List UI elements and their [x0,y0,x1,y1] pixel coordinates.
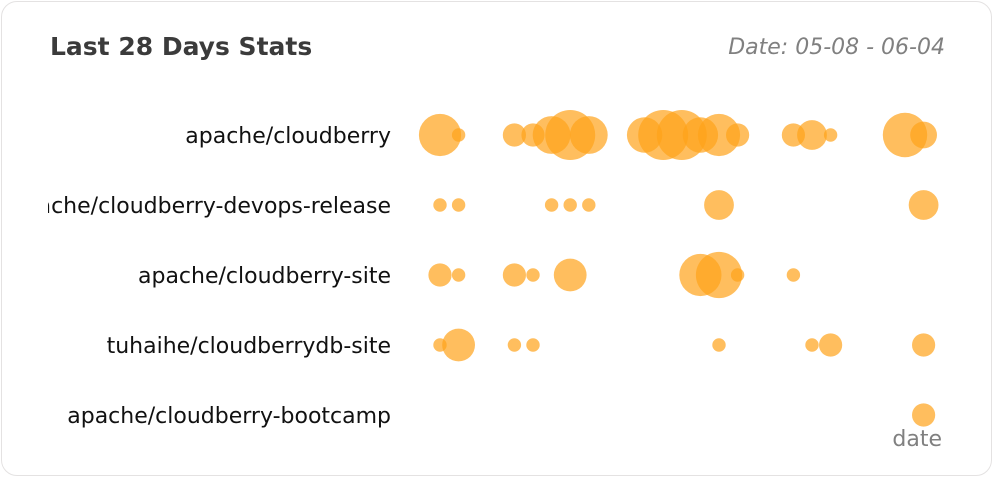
bubble-point [418,113,462,157]
bubble-point [451,268,466,282]
bubble-point [697,113,741,157]
bubble-point [712,338,726,352]
bubble-point [695,251,743,299]
bubble-marks [418,110,939,427]
bubble-point [805,338,819,352]
row-labels: apache/cloudberry apache/cloudberry-devop… [10,124,391,429]
bubble-point [908,190,939,220]
row-label: tuhaihe/cloudberrydb-site [107,334,391,359]
bubble-point [502,123,526,147]
row-label: apache/cloudberry-site [138,264,391,289]
bubble-point [582,198,596,212]
row-label: apache/cloudberry-bootcamp [67,404,391,429]
chart-title: Last 28 Days Stats [50,32,313,61]
bubble-point [797,120,827,150]
bubble-point [433,198,447,212]
bubble-point [502,263,526,287]
row-label: apache/cloudberry-devops-release [10,194,391,219]
bubble-point [526,268,540,282]
bubble-point [910,121,937,149]
bubble-point [451,198,466,212]
bubble-point [823,128,838,142]
bubble-point [544,198,559,212]
bubble-point [563,198,577,212]
bubble-point [819,333,843,357]
bubble-point [451,128,466,142]
bubble-point [726,123,750,147]
bubble-point [730,268,745,282]
bubble-point [569,116,608,154]
bubble-point [507,338,522,352]
bubble-point [912,403,936,427]
bubble-point [526,338,540,352]
date-range-label: Date: 05-08 - 06-04 [728,35,945,60]
bubble-point [786,268,801,282]
bubble-point [428,263,452,287]
bubble-point [704,190,734,220]
bubble-point [912,333,936,357]
x-axis-label: date [892,427,942,452]
bubble-point [442,328,475,362]
row-label: apache/cloudberry [185,124,391,149]
bubble-point [553,258,587,292]
